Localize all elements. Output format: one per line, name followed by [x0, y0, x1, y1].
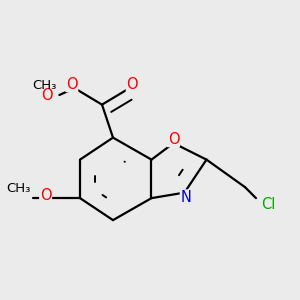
Text: CH₃: CH₃	[32, 79, 56, 92]
Text: O: O	[40, 188, 51, 203]
Text: O: O	[66, 76, 78, 92]
Text: CH₃: CH₃	[6, 182, 30, 195]
Text: O: O	[168, 131, 179, 146]
Text: O: O	[41, 88, 53, 103]
Text: Cl: Cl	[261, 197, 275, 212]
Text: O: O	[126, 76, 138, 92]
Text: N: N	[180, 190, 191, 205]
